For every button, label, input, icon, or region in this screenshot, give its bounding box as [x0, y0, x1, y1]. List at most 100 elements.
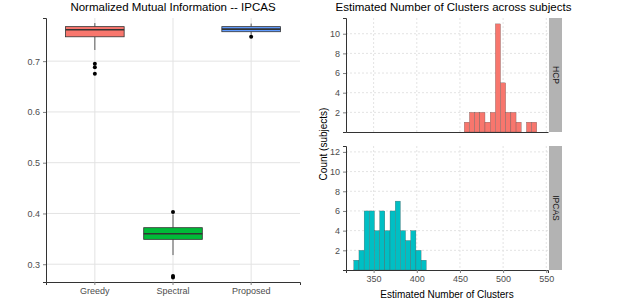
bar	[369, 211, 374, 270]
tick: 4	[335, 88, 346, 98]
tick-label: 10	[330, 29, 340, 39]
strip	[549, 18, 562, 132]
strip-label: HCP	[551, 66, 561, 84]
tick-label: 0.6	[27, 107, 40, 117]
box	[144, 210, 203, 279]
figure: Normalized Mutual Information -- IPCAS 0.…	[0, 0, 640, 303]
tick: 6	[335, 68, 346, 78]
bar	[495, 24, 500, 132]
tick: 2	[335, 246, 346, 256]
whisker	[251, 24, 252, 27]
tick-label: 4	[335, 226, 340, 236]
bar	[421, 260, 426, 270]
tick-label: 6	[335, 68, 340, 78]
axis: 24681012	[330, 147, 347, 271]
bar	[359, 250, 364, 270]
tick-label: 550	[539, 274, 554, 284]
tick-mark	[43, 112, 46, 113]
grid-line	[346, 151, 548, 152]
tick: 550	[539, 270, 554, 284]
axis-line	[47, 283, 301, 286]
tick-mark	[546, 270, 547, 273]
tick-mark	[43, 213, 46, 214]
tick-mark	[43, 61, 46, 62]
tick: 2	[335, 108, 346, 118]
tick-label: 2	[335, 108, 340, 118]
tick-mark	[94, 282, 95, 285]
grid-line	[373, 18, 374, 132]
box-body	[222, 27, 281, 32]
bar	[364, 211, 369, 270]
tick: 10	[330, 167, 346, 177]
bar	[406, 240, 411, 270]
panel: 24681012350400450500550IPCAS	[330, 146, 562, 284]
bar	[501, 83, 506, 132]
bar	[526, 122, 531, 132]
median	[66, 29, 125, 31]
whisker	[94, 37, 95, 50]
grid-line	[346, 112, 548, 113]
outlier	[171, 210, 175, 214]
tick-mark	[343, 191, 346, 192]
tick: Greedy	[80, 282, 110, 296]
grid-line	[546, 146, 547, 270]
bar	[416, 250, 421, 270]
tick-mark	[343, 250, 346, 251]
bar	[485, 122, 490, 132]
tick: 8	[335, 187, 346, 197]
tick: 0.6	[27, 107, 46, 117]
axis: Greedy Spectral Proposed	[47, 282, 301, 296]
tick: 500	[496, 270, 511, 284]
tick-label: Proposed	[232, 286, 271, 296]
bar	[374, 231, 379, 270]
bars	[354, 201, 427, 270]
tick-mark	[374, 270, 375, 273]
outlier	[93, 72, 97, 76]
tick-mark	[343, 211, 346, 212]
median	[222, 28, 281, 30]
grid-line	[94, 18, 95, 282]
box-body	[144, 228, 203, 240]
strip-label: IPCAS	[551, 195, 561, 221]
bar	[480, 112, 485, 132]
box-chart: Normalized Mutual Information -- IPCAS 0.…	[27, 1, 300, 296]
outlier	[171, 275, 175, 279]
bar	[464, 122, 469, 132]
tick: Spectral	[156, 282, 189, 296]
bar	[506, 112, 511, 132]
tick: 400	[410, 270, 425, 284]
bar	[475, 112, 480, 132]
bar	[532, 122, 537, 132]
axis-line	[343, 19, 347, 133]
grid-line	[173, 18, 174, 282]
tick-label: 400	[410, 274, 425, 284]
grid-line	[346, 33, 548, 34]
outlier	[93, 62, 97, 66]
bar	[411, 231, 416, 270]
tick-label: 8	[335, 187, 340, 197]
tick-mark	[43, 264, 46, 265]
tick-mark	[343, 53, 346, 54]
tick: 12	[330, 147, 346, 157]
bar	[390, 211, 395, 270]
axis-line	[347, 132, 549, 133]
tick-mark	[251, 282, 252, 285]
tick-label: 0.5	[27, 158, 40, 168]
bars	[464, 24, 537, 132]
title: Normalized Mutual Information -- IPCAS	[70, 1, 275, 13]
tick-label: Spectral	[156, 286, 189, 296]
tick-label: 450	[453, 274, 468, 284]
bar	[469, 112, 474, 132]
tick-label: 500	[496, 274, 511, 284]
tick-mark	[417, 270, 418, 273]
axis-line	[347, 271, 549, 274]
tick: 4	[335, 226, 346, 236]
tick-label: 4	[335, 88, 340, 98]
strip	[549, 146, 562, 270]
outlier	[93, 65, 97, 69]
tick-mark	[343, 93, 346, 94]
tick-label: 2	[335, 246, 340, 256]
tick: Proposed	[232, 282, 271, 296]
whisker	[173, 239, 174, 255]
grid-line	[416, 18, 417, 132]
